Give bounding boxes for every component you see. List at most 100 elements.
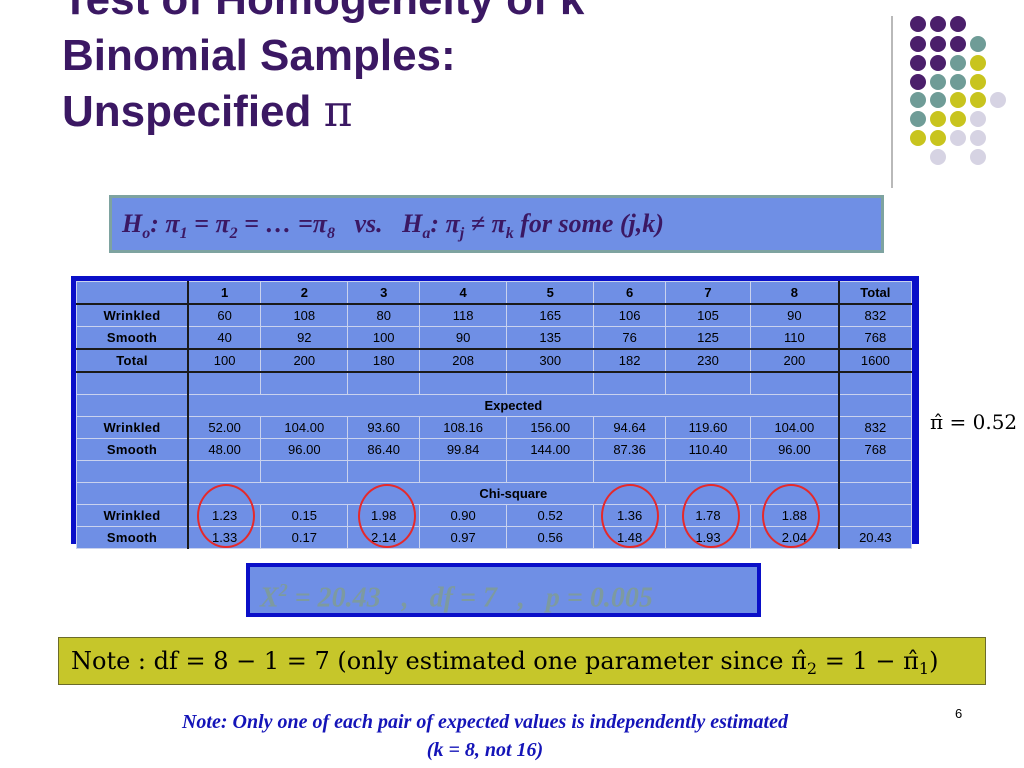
table-cell: 0.52	[506, 504, 595, 527]
table-cell	[187, 460, 262, 483]
table-cell: 106	[593, 303, 666, 327]
header-cell: Total	[837, 281, 912, 305]
table-cell: 76	[593, 326, 666, 350]
note-text: = 1 − π̂	[817, 647, 919, 675]
table-cell	[76, 371, 189, 395]
decorative-dot	[930, 92, 946, 108]
subscript-1: 1	[179, 225, 188, 242]
subscript-8: 8	[326, 225, 335, 242]
table-cell: 118	[419, 303, 508, 327]
table-cell	[260, 371, 349, 395]
note-text: )	[929, 647, 939, 675]
table-cell: 93.60	[347, 416, 421, 439]
table-cell	[837, 504, 912, 527]
table-row: Smooth 40 92 100 90 135 76 125 110 768	[76, 326, 912, 350]
table-cell: 135	[506, 326, 595, 350]
expected-section-row: Expected	[76, 394, 912, 417]
title-line-3-text: Unspecified	[62, 87, 312, 136]
highlight-circle	[197, 484, 255, 548]
null-subscript: o	[142, 225, 151, 242]
table-cell: 40	[187, 326, 262, 350]
highlight-circle	[358, 484, 416, 548]
table-row: Wrinkled 52.00 104.00 93.60 108.16 156.0…	[76, 416, 912, 439]
pi-symbol: π	[215, 209, 230, 238]
table-cell: 105	[664, 303, 752, 327]
decorative-dot	[910, 111, 926, 127]
table-row: Smooth 48.00 96.00 86.40 99.84 144.00 87…	[76, 438, 912, 461]
table-cell: 110	[749, 326, 840, 350]
header-cell: 1	[187, 281, 262, 305]
footnote-line-2: (k = 8, not 16)	[426, 739, 544, 761]
table-cell: 768	[837, 438, 912, 461]
table-cell	[506, 371, 595, 395]
table-cell	[347, 460, 421, 483]
squared-superscript: 2	[278, 580, 288, 600]
decorative-dot	[950, 92, 966, 108]
row-label: Smooth	[76, 438, 189, 461]
table-cell	[593, 460, 666, 483]
for-some-text: for some (j,k)	[513, 209, 664, 238]
decorative-dot	[950, 36, 966, 52]
expected-section-label: Expected	[187, 394, 840, 417]
hypothesis-box: Ho: π1 = π2 = … =π8 vs. Ha: πj ≠ πk for …	[109, 195, 884, 253]
table-cell: 86.40	[347, 438, 421, 461]
table-cell: 0.90	[419, 504, 508, 527]
table-cell: 92	[260, 326, 349, 350]
table-cell	[347, 371, 421, 395]
header-cell: 3	[347, 281, 421, 305]
decorative-divider	[891, 16, 893, 188]
decorative-dot	[910, 16, 926, 32]
table-cell	[76, 394, 189, 417]
pi-symbol: π	[312, 209, 327, 238]
chisq-section-row: Chi-square	[76, 482, 912, 505]
table-cell	[664, 371, 752, 395]
subscript-k: k	[505, 225, 514, 242]
statistic-text: = 20.43 , df = 7 , p = 0.005	[287, 582, 653, 614]
decorative-dot	[970, 149, 986, 165]
table-cell: 60	[187, 303, 262, 327]
h-symbol: H	[122, 209, 143, 238]
header-cell: 2	[260, 281, 349, 305]
table-cell: 52.00	[187, 416, 262, 439]
decorative-dot	[970, 74, 986, 90]
title-line-3: Unspecified π	[62, 84, 584, 140]
highlight-circle	[601, 484, 659, 548]
title-line-1: Test of Homogeneity of k	[62, 0, 584, 28]
table-cell: 144.00	[506, 438, 595, 461]
subscript-j: j	[459, 225, 465, 242]
table-cell	[837, 394, 912, 417]
decorative-dot	[930, 55, 946, 71]
row-label: Total	[76, 348, 189, 373]
highlight-circle	[762, 484, 820, 548]
table-cell: 100	[187, 348, 262, 373]
decorative-dot	[950, 55, 966, 71]
table-cell: 110.40	[664, 438, 752, 461]
x-symbol: X	[260, 582, 279, 614]
colon: :	[430, 209, 440, 238]
table-cell	[837, 371, 912, 395]
test-statistic-box: X2 = 20.43 , df = 7 , p = 0.005	[246, 563, 761, 617]
vs-text: vs.	[354, 209, 383, 238]
pi-hat-estimate: π̂ = 0.52	[930, 410, 1018, 434]
header-cell: 7	[664, 281, 752, 305]
page-number: 6	[955, 706, 963, 721]
colon: :	[150, 209, 159, 238]
table-blank-row	[76, 460, 912, 483]
pi-symbol: π	[491, 209, 506, 238]
note-text: Note : df = 8 − 1 = 7 (only estimated on…	[71, 647, 807, 675]
decorative-dot	[910, 55, 926, 71]
table-cell	[749, 460, 840, 483]
table-cell: 94.64	[593, 416, 666, 439]
table-cell	[664, 460, 752, 483]
table-cell: 100	[347, 326, 421, 350]
table-cell	[837, 460, 912, 483]
table-cell: 230	[664, 348, 752, 373]
highlight-circle	[682, 484, 740, 548]
table-header-row: 1 2 3 4 5 6 7 8 Total	[76, 281, 912, 305]
table-cell	[76, 460, 189, 483]
decorative-dot	[930, 149, 946, 165]
decorative-dot	[930, 74, 946, 90]
table-cell: 108	[260, 303, 349, 327]
table-cell: 119.60	[664, 416, 752, 439]
alt-subscript: a	[422, 225, 431, 242]
